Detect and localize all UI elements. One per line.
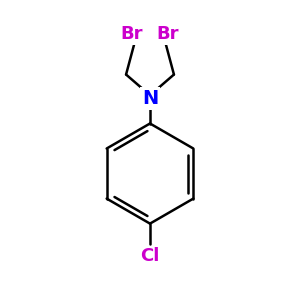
- Text: N: N: [142, 89, 158, 108]
- Text: Br: Br: [157, 26, 179, 44]
- Text: Cl: Cl: [140, 247, 160, 265]
- Text: Br: Br: [121, 26, 143, 44]
